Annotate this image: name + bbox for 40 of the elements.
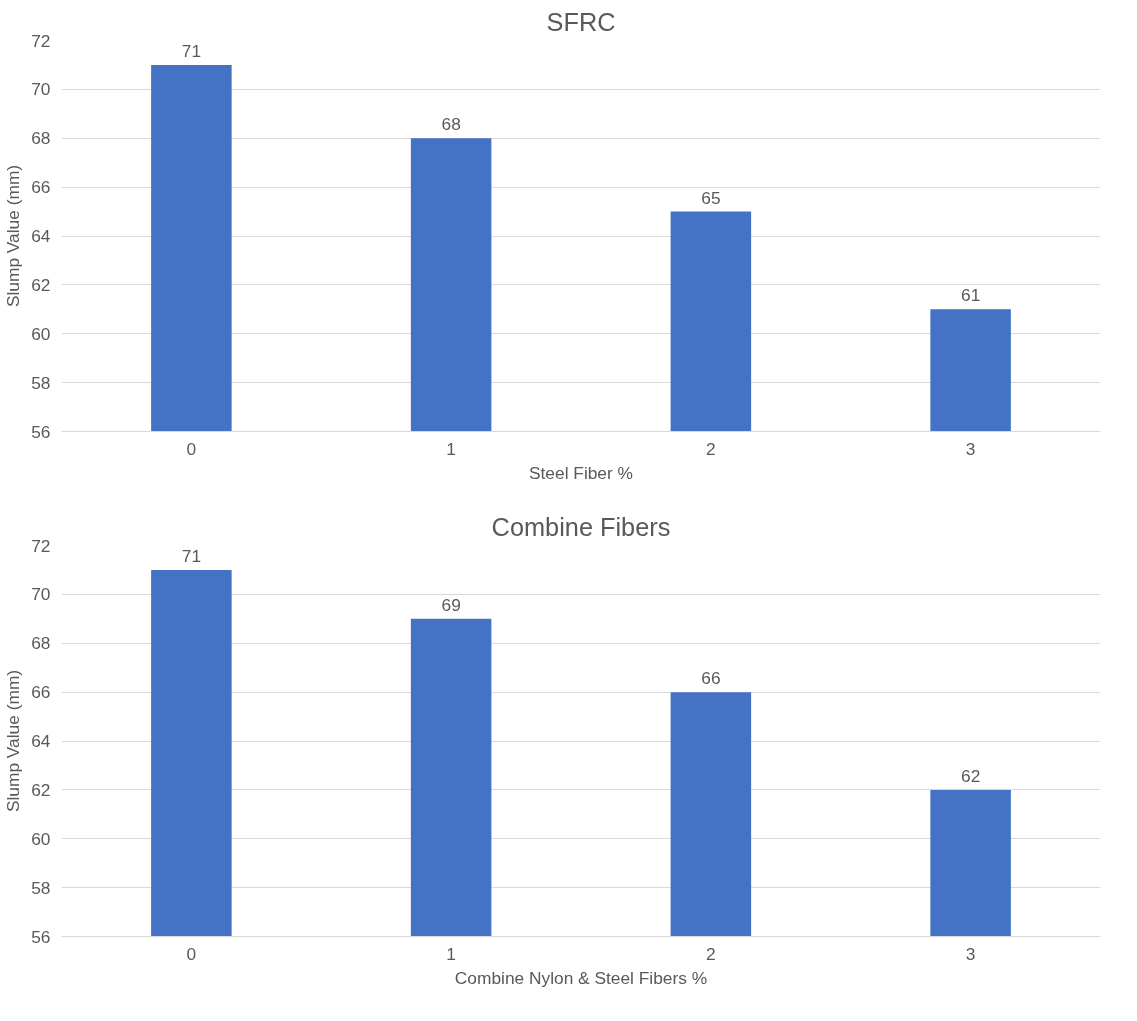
y-tick-label: 70 [31, 584, 51, 605]
y-axis-title: Slump Value (mm) [3, 164, 24, 308]
y-tick-label: 58 [31, 877, 51, 898]
x-tick-label: 0 [186, 943, 197, 964]
y-tick-label: 64 [31, 226, 51, 246]
y-tick-label: 68 [31, 633, 51, 654]
y-tick-label: 56 [31, 926, 51, 947]
data-label: 66 [701, 668, 721, 689]
chart-title: Combine Fibers [491, 512, 671, 541]
x-tick-label: 1 [446, 943, 456, 964]
y-tick-label: 60 [31, 828, 51, 849]
x-axis-title: Combine Nylon & Steel Fibers % [454, 967, 708, 988]
x-axis-title: Steel Fiber % [528, 462, 634, 483]
data-label: 71 [181, 545, 202, 566]
data-label: 69 [441, 594, 461, 615]
y-tick-label: 62 [31, 274, 51, 295]
data-label: 68 [441, 114, 461, 135]
y-tick-label: 64 [31, 731, 51, 751]
y-tick-label: 72 [31, 30, 51, 51]
x-tick-label: 3 [965, 943, 976, 964]
data-label: 71 [181, 40, 202, 61]
data-label: 65 [701, 187, 721, 208]
x-tick-label: 2 [706, 943, 716, 964]
data-label: 61 [960, 285, 981, 306]
y-tick-label: 56 [31, 421, 51, 442]
x-tick-label: 0 [186, 438, 197, 459]
x-tick-label: 2 [706, 438, 716, 459]
y-tick-label: 62 [31, 779, 51, 800]
y-tick-label: 70 [31, 79, 51, 100]
y-tick-label: 60 [31, 323, 51, 344]
x-tick-label: 3 [965, 438, 976, 459]
x-tick-label: 1 [446, 438, 456, 459]
y-tick-label: 58 [31, 372, 51, 393]
data-label: 62 [960, 765, 981, 786]
chart-title: SFRC [546, 7, 616, 36]
y-tick-label: 66 [31, 682, 51, 703]
y-tick-label: 66 [31, 177, 51, 198]
y-axis-title: Slump Value (mm) [3, 669, 24, 813]
y-tick-label: 68 [31, 128, 51, 149]
y-tick-label: 72 [31, 535, 51, 556]
